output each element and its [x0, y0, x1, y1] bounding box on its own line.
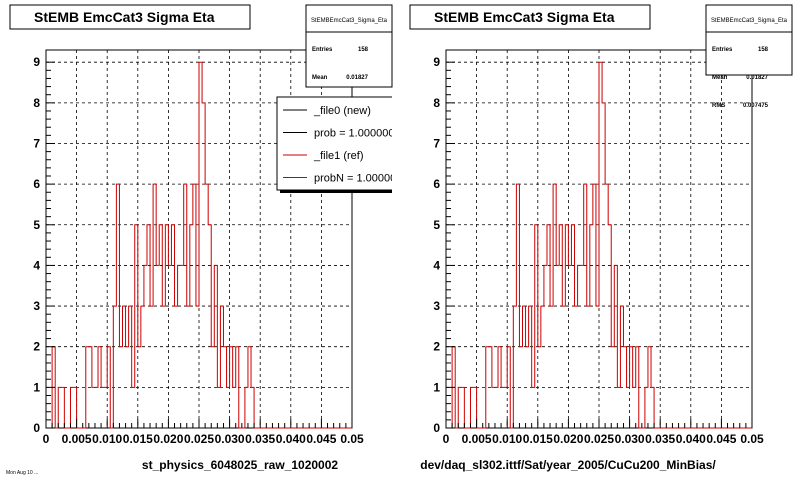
x-tick-label: 0.005 — [62, 432, 92, 446]
x-tick-label: 0.020 — [553, 432, 583, 446]
stats-row-label: Entries — [712, 47, 733, 53]
stats-row-label: Mean — [712, 75, 728, 81]
x-tick-label: 0.035 — [245, 432, 275, 446]
legend-label: _file0 (new) — [313, 105, 371, 117]
y-tick-label: 5 — [433, 218, 440, 232]
x-axis-label: st_physics_6048025_raw_1020002 — [142, 458, 338, 472]
title-box: StEMB EmcCat3 Sigma Eta — [409, 4, 651, 30]
axis-ticks: 0 0.005 0.010 0.015 0.020 0.025 0.030 0.035 0.04… — [433, 55, 764, 446]
y-tick-label: 4 — [433, 258, 440, 272]
x-tick-label: 0 — [443, 432, 450, 446]
stats-name: StEMBEmcCat3_Sigma_Eta — [711, 18, 788, 24]
stats-box: StEMBEmcCat3_Sigma_Eta Entries 158 Mean 0.01… — [705, 4, 793, 109]
legend-frame — [276, 96, 401, 191]
x-tick-label: 0 — [43, 432, 50, 446]
y-tick-label: 0 — [433, 421, 440, 435]
y-tick-label: 2 — [33, 340, 40, 354]
stats-row-value: 0.01827 — [746, 75, 768, 81]
x-tick-label: 0.040 — [676, 432, 706, 446]
y-tick-label: 0 — [33, 421, 40, 435]
stats-frame — [305, 4, 393, 88]
x-tick-label: 0.030 — [615, 432, 645, 446]
y-tick-label: 8 — [33, 96, 40, 110]
stats-row-label: Entries — [312, 47, 333, 53]
y-tick-label: 9 — [433, 55, 440, 69]
y-tick-label: 2 — [433, 340, 440, 354]
histogram-panel-2: 0 0.005 0.010 0.015 0.020 0.025 0.030 0.035 0.04… — [409, 4, 793, 472]
y-tick-label: 3 — [433, 299, 440, 313]
stats-row-label: Mean — [312, 75, 328, 81]
chart-title: StEMB EmcCat3 Sigma Eta — [434, 9, 615, 25]
legend-label: probN = 1.000000 — [314, 173, 402, 185]
y-tick-label: 7 — [33, 136, 40, 150]
x-tick-label: 0.035 — [645, 432, 675, 446]
x-tick-label: 0.025 — [184, 432, 214, 446]
x-tick-label: 0.05 — [340, 432, 364, 446]
y-tick-label: 4 — [33, 258, 40, 272]
x-tick-label: 0.030 — [215, 432, 245, 446]
y-tick-label: 7 — [433, 136, 440, 150]
legend: _file0 (new) prob = 1.000000 _file1 (ref) p… — [276, 95, 404, 196]
stats-box: StEMBEmcCat3_Sigma_Eta Entries 158 Mean 0.01… — [305, 4, 393, 88]
histogram-panel-1: 0 0.005 0.010 0.015 0.020 0.025 0.030 0.035 0.04… — [9, 4, 404, 472]
x-tick-label: 0.040 — [276, 432, 306, 446]
y-tick-label: 9 — [33, 55, 40, 69]
stats-row-label: RMS — [712, 103, 725, 109]
stats-row-value: 158 — [758, 47, 769, 53]
x-tick-label: 0.015 — [523, 432, 553, 446]
x-tick-label: 0.005 — [462, 432, 492, 446]
y-tick-label: 3 — [33, 299, 40, 313]
x-tick-label: 0.015 — [123, 432, 153, 446]
x-tick-label: 0.045 — [706, 432, 736, 446]
stats-row-value: 0.01827 — [346, 75, 368, 81]
stats-row-value: 0.007475 — [743, 103, 769, 109]
stats-frame — [705, 4, 793, 76]
chart-title: StEMB EmcCat3 Sigma Eta — [34, 9, 215, 25]
x-tick-label: 0.010 — [92, 432, 122, 446]
x-axis-label: dev/daq_sl302.ittf/Sat/year_2005/CuCu200… — [420, 458, 716, 472]
stats-name: StEMBEmcCat3_Sigma_Eta — [311, 18, 388, 24]
y-tick-label: 6 — [433, 177, 440, 191]
title-frame — [409, 4, 651, 30]
footer-timestamp: Mon Aug 10 ... — [6, 470, 38, 476]
y-tick-label: 6 — [33, 177, 40, 191]
x-tick-label: 0.010 — [492, 432, 522, 446]
stats-row-value: 158 — [358, 47, 369, 53]
y-tick-label: 1 — [433, 380, 440, 394]
x-tick-label: 0.025 — [584, 432, 614, 446]
legend-clip — [392, 95, 404, 196]
y-tick-label: 8 — [433, 96, 440, 110]
x-tick-label: 0.05 — [740, 432, 764, 446]
y-tick-label: 5 — [33, 218, 40, 232]
legend-label: prob = 1.000000 — [314, 128, 394, 140]
title-frame — [9, 4, 251, 30]
histogram-series-line — [46, 61, 352, 429]
x-tick-label: 0.045 — [306, 432, 336, 446]
axis-ticks: 0 0.005 0.010 0.015 0.020 0.025 0.030 0.035 0.04… — [33, 55, 364, 446]
title-box: StEMB EmcCat3 Sigma Eta — [9, 4, 251, 30]
y-tick-label: 1 — [33, 380, 40, 394]
x-tick-label: 0.020 — [153, 432, 183, 446]
legend-label: _file1 (ref) — [313, 150, 364, 162]
histogram-series-line — [446, 61, 752, 429]
